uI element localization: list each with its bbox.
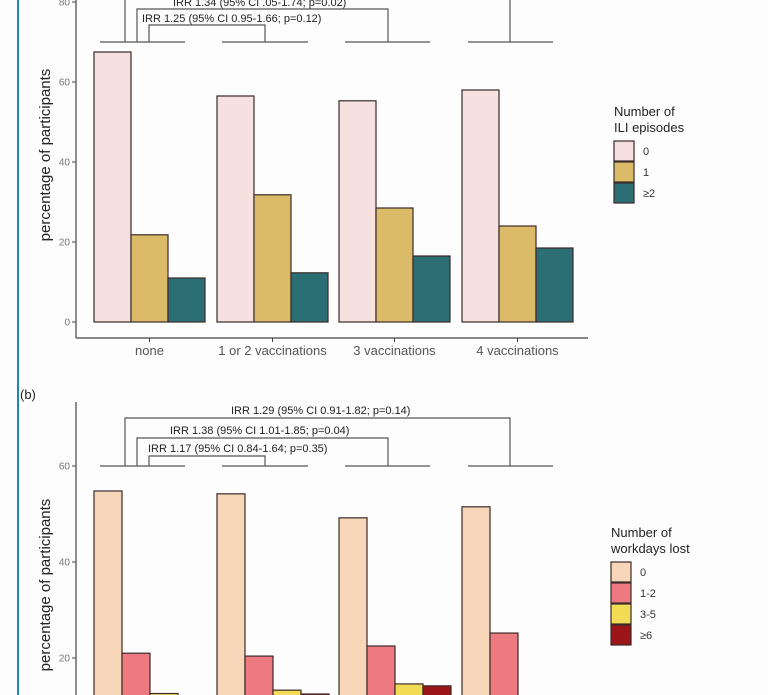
legend-swatch-3-5 — [610, 603, 632, 625]
y-tick-label: 40 — [59, 558, 71, 569]
bar-4-vaccinations-0 — [461, 506, 491, 695]
x-tick-label: 4 vaccinations — [476, 343, 559, 358]
significance-bracket — [148, 455, 266, 466]
irr-annotation: IRR 1.29 (95% CI 0.91-1.82; p=0.14) — [231, 405, 410, 417]
bar-none-0 — [93, 51, 132, 323]
x-tick-label: none — [135, 343, 164, 358]
y-tick-label: 60 — [59, 78, 71, 89]
significance-bracket — [148, 24, 266, 42]
bar-none-0 — [93, 490, 123, 695]
significance-bracket — [124, 417, 511, 466]
bar-1-or-2-vaccinations-1 — [253, 194, 292, 323]
bar-none-1-2 — [121, 652, 151, 695]
y-tick-label: 60 — [59, 462, 71, 473]
irr-annotation: IRR 1.34 (95% CI .05-1.74; p=0.02) — [173, 0, 346, 9]
bar-1-or-2-vaccinations-0 — [216, 95, 255, 323]
x-tick-label: 1 or 2 vaccinations — [218, 343, 327, 358]
x-tick-label: 3 vaccinations — [353, 343, 436, 358]
figure-border-line — [17, 0, 19, 695]
bar-3-vaccinations-≥6 — [422, 685, 452, 695]
bar-3-vaccinations-0 — [338, 517, 368, 695]
bar-none-3-5 — [149, 692, 179, 695]
bar-3-vaccinations-1 — [375, 207, 414, 323]
bar-3-vaccinations-1-2 — [366, 645, 396, 695]
significance-bracket — [124, 0, 511, 42]
bar-3-vaccinations-0 — [338, 100, 377, 323]
legend-swatch-0 — [610, 561, 632, 583]
irr-annotation: IRR 1.25 (95% CI 0.95-1.66; p=0.12) — [142, 13, 321, 25]
y-axis-title: percentage of participants — [37, 69, 54, 242]
legend-label: 1 — [643, 167, 649, 179]
legend-title: Number of — [614, 104, 675, 119]
y-tick-label: 20 — [59, 654, 71, 665]
legend-swatch-1-2 — [610, 582, 632, 604]
significance-bracket — [136, 437, 389, 466]
bar-4-vaccinations-1-2 — [489, 632, 519, 695]
legend-title: workdays lost — [610, 541, 690, 556]
bar-3-vaccinations-3-5 — [394, 683, 424, 695]
legend-swatch-≥6 — [610, 624, 632, 646]
legend-swatch-0 — [613, 140, 635, 162]
bar-none-≥2 — [167, 277, 206, 323]
bar-1-or-2-vaccinations-1-2 — [244, 655, 274, 695]
y-tick-label: 80 — [59, 0, 71, 9]
y-tick-label: 40 — [59, 158, 71, 169]
bar-1-or-2-vaccinations-3-5 — [272, 689, 302, 695]
irr-annotation: IRR 1.38 (95% CI 1.01-1.85; p=0.04) — [170, 425, 349, 437]
legend-label: ≥2 — [643, 188, 655, 200]
bar-1-or-2-vaccinations-0 — [216, 493, 246, 695]
legend-title: Number of — [611, 525, 672, 540]
irr-annotation: IRR 1.17 (95% CI 0.84-1.64; p=0.35) — [148, 443, 327, 455]
bar-4-vaccinations-1 — [498, 225, 537, 323]
panel-label: (b) — [20, 387, 36, 402]
legend-title: ILI episodes — [614, 120, 685, 135]
bar-1-or-2-vaccinations-≥2 — [290, 272, 329, 323]
legend-label: ≥6 — [640, 630, 652, 642]
chart-panel-a: 0 20 40 60 80 percentage of participants none 1… — [37, 0, 685, 358]
legend-swatch-1 — [613, 161, 635, 183]
legend-swatch-≥2 — [613, 182, 635, 204]
bar-4-vaccinations-≥2 — [535, 247, 574, 323]
y-tick-label: 20 — [59, 238, 71, 249]
bar-none-1 — [130, 234, 169, 323]
legend-label: 1-2 — [640, 588, 656, 600]
legend-label: 0 — [643, 146, 649, 158]
chart-panel-b: (b) 20 40 60 percentage of participants IRR 1… — [20, 387, 690, 695]
legend-label: 0 — [640, 567, 646, 579]
y-tick-label: 0 — [64, 318, 70, 329]
y-axis-title: percentage of participants — [37, 499, 54, 672]
bar-3-vaccinations-≥2 — [412, 255, 451, 323]
legend-label: 3-5 — [640, 609, 656, 621]
significance-bracket — [136, 8, 389, 42]
bar-4-vaccinations-0 — [461, 89, 500, 323]
